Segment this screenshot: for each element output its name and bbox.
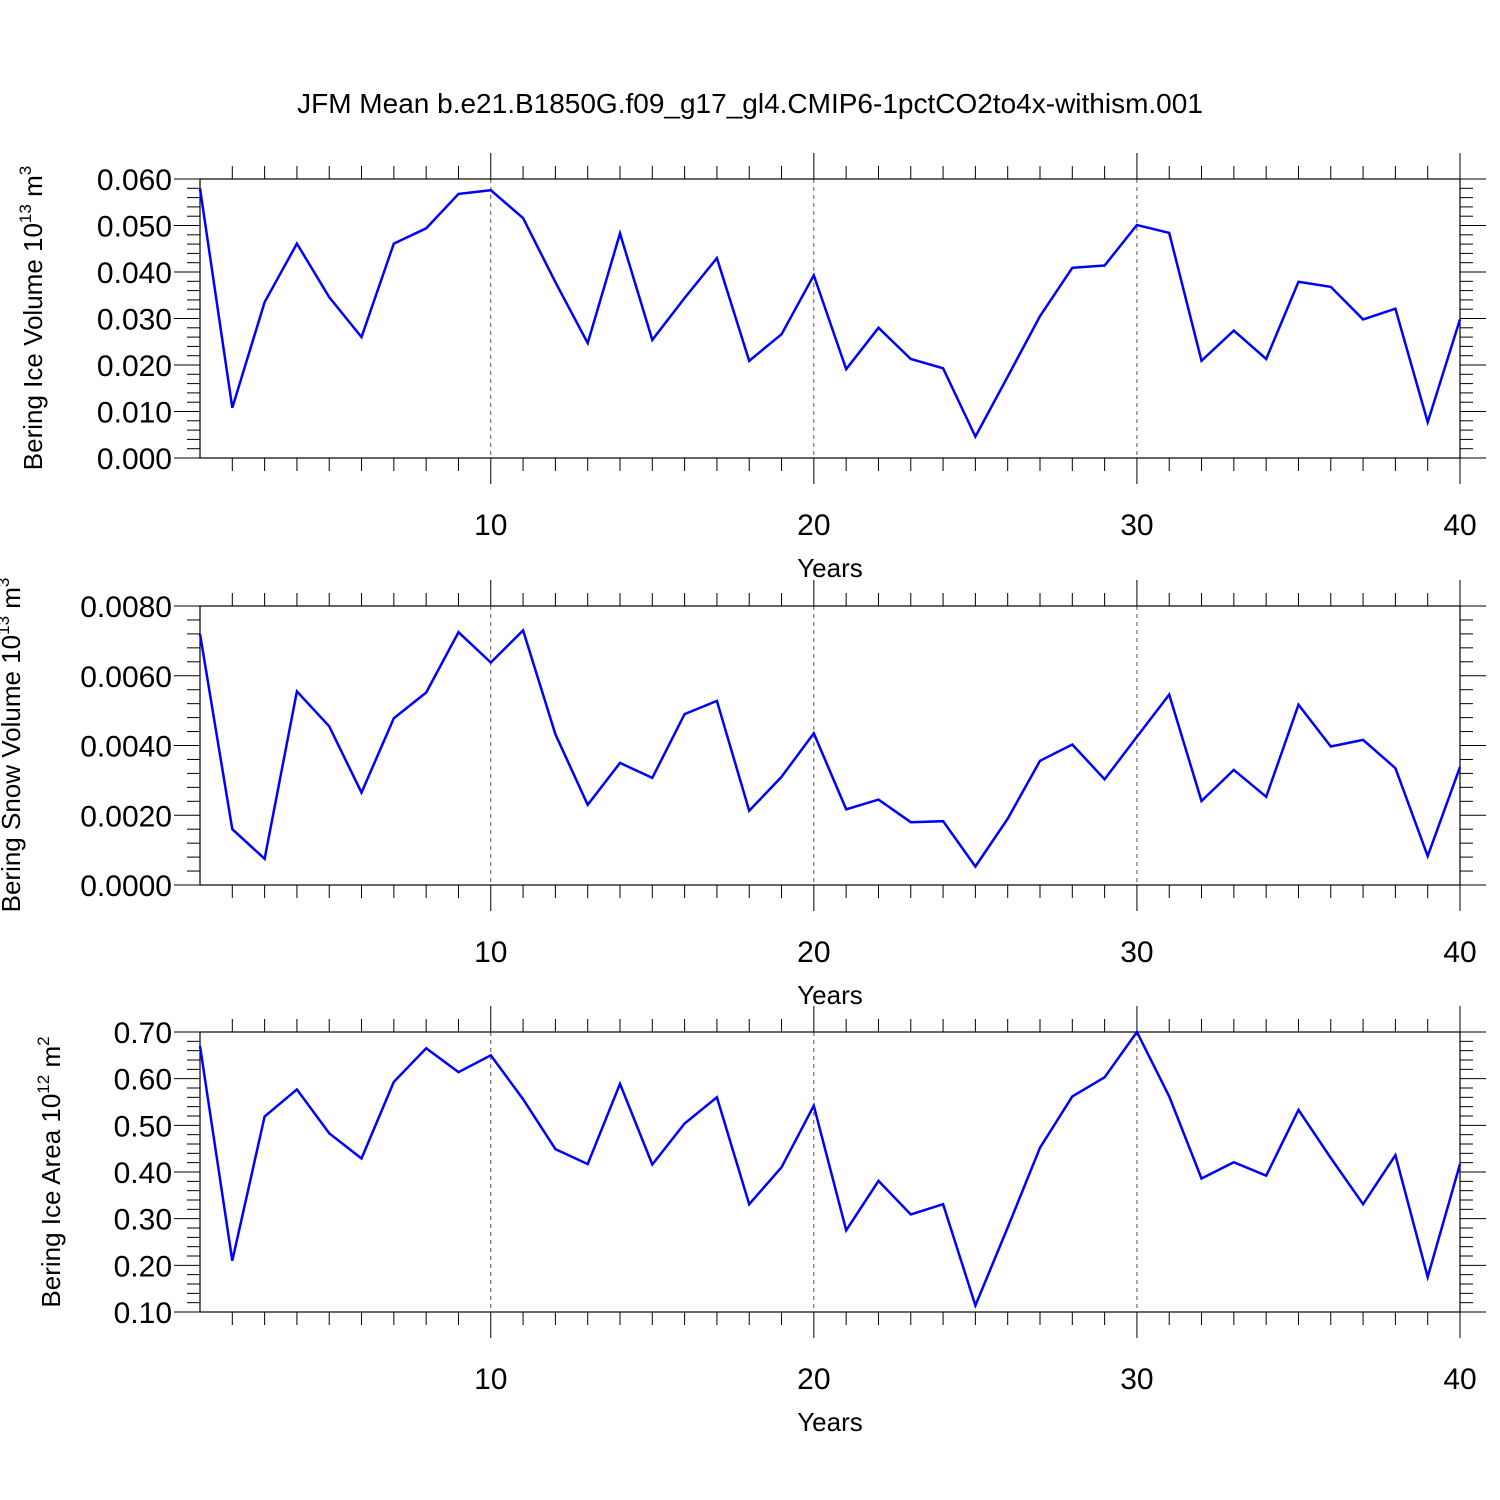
x-tick-label: 30: [1120, 1363, 1153, 1396]
x-tick-label: 40: [1443, 509, 1476, 542]
y-tick-label: 0.50: [114, 1110, 172, 1143]
y-axis-label: Bering Snow Volume 1013 m3: [0, 578, 26, 913]
y-tick-label: 0.060: [97, 164, 172, 197]
y-tick-label: 0.20: [114, 1250, 172, 1283]
y-tick-label: 0.70: [114, 1017, 172, 1050]
x-tick-label: 40: [1443, 936, 1476, 969]
y-tick-label: 0.0040: [80, 731, 172, 764]
plot-frame: [199, 605, 1461, 886]
x-tick-label: 10: [474, 509, 507, 542]
y-axis-label: Bering Ice Volume 1013 m3: [16, 166, 48, 470]
x-tick-label: 20: [797, 936, 830, 969]
chart-panel-1: 0.000 0.010 0.020 0.030 0.040 0.050 0.060 10 20 3…: [16, 153, 1486, 583]
chart-panel-2: 0.0000 0.0020 0.0040 0.0060 0.0080 10 20 30 40 Ye…: [0, 578, 1486, 1010]
y-tick-label: 0.0020: [80, 800, 172, 833]
x-tick-label: 20: [797, 1363, 830, 1396]
series-line: [198, 1029, 1462, 1310]
y-tick-label: 0.000: [97, 443, 172, 476]
y-tick-label: 0.30: [114, 1204, 172, 1237]
x-tick-label: 30: [1120, 509, 1153, 542]
y-tick-label: 0.0060: [80, 661, 172, 694]
y-tick-label: 0.60: [114, 1064, 172, 1097]
x-tick-label: 30: [1120, 936, 1153, 969]
x-axis-label: Years: [797, 1407, 863, 1437]
chart-panel-3: 0.10 0.20 0.30 0.40 0.50 0.60 0.70 10 20 30 40 Year…: [34, 1006, 1486, 1437]
chart-title: JFM Mean b.e21.B1850G.f09_g17_gl4.CMIP6-…: [297, 88, 1203, 119]
y-axis-label: Bering Ice Area 1012 m2: [34, 1036, 66, 1307]
x-tick-label: 40: [1443, 1363, 1476, 1396]
x-tick-label: 10: [474, 936, 507, 969]
x-axis-label: Years: [797, 553, 863, 583]
y-tick-label: 0.10: [114, 1297, 172, 1330]
series-line: [198, 188, 1462, 440]
y-tick-label: 0.040: [97, 257, 172, 290]
series-line: [198, 628, 1462, 869]
x-tick-label: 20: [797, 509, 830, 542]
x-tick-label: 10: [474, 1363, 507, 1396]
y-tick-label: 0.030: [97, 304, 172, 337]
y-tick-label: 0.40: [114, 1157, 172, 1190]
y-tick-label: 0.0000: [80, 870, 172, 903]
y-tick-label: 0.050: [97, 211, 172, 244]
y-tick-label: 0.020: [97, 350, 172, 383]
y-tick-label: 0.0080: [80, 591, 172, 624]
x-axis-label: Years: [797, 980, 863, 1010]
y-tick-label: 0.010: [97, 397, 172, 430]
